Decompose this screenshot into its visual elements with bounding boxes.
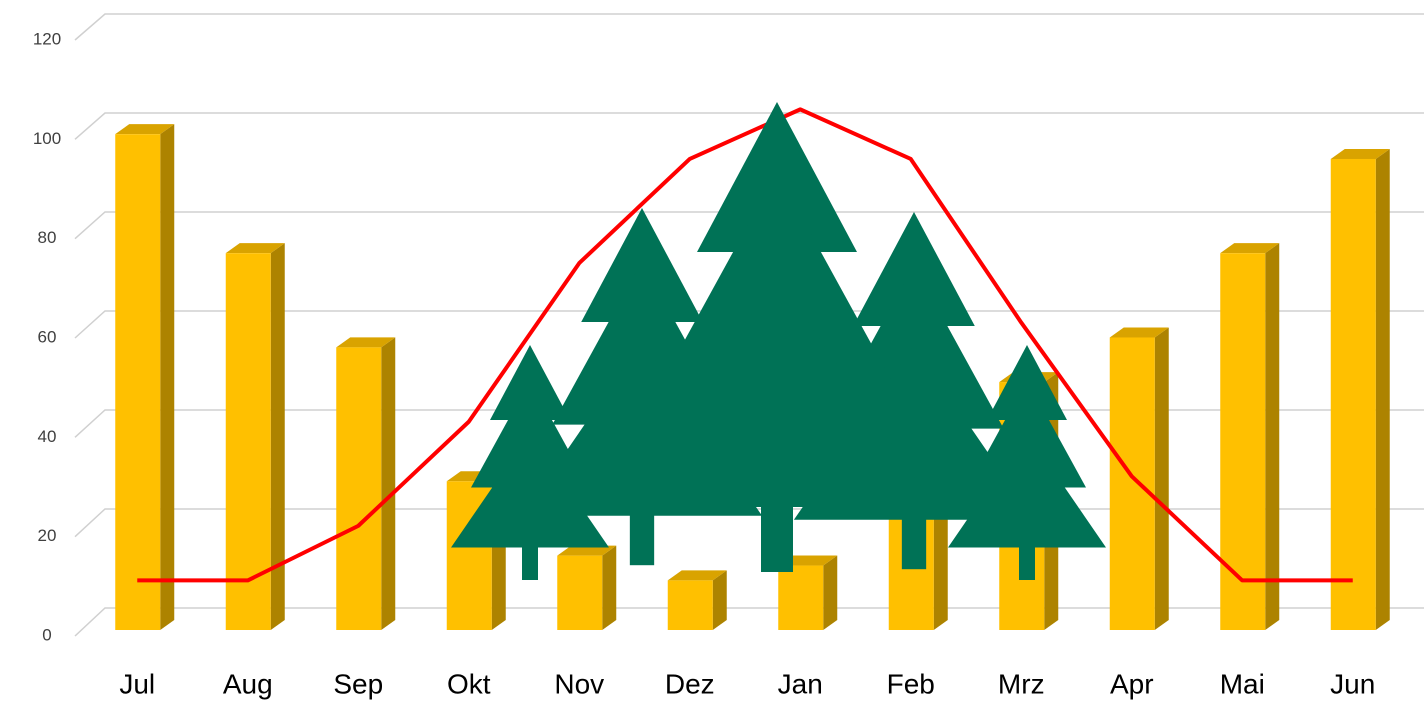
grid-line — [75, 113, 1424, 139]
bar-side — [160, 124, 174, 630]
bar-side — [381, 337, 395, 630]
y-tick-label: 40 — [38, 427, 57, 446]
bar-front — [778, 566, 823, 630]
x-tick-label: Mrz — [998, 668, 1045, 699]
bar-side — [1155, 327, 1169, 630]
x-tick-label: Mai — [1220, 668, 1265, 699]
tree-decoration — [451, 102, 1106, 580]
grid-line — [75, 14, 1424, 40]
bar-side — [602, 546, 616, 630]
bar-front — [1331, 159, 1376, 630]
x-tick-label: Jan — [778, 668, 823, 699]
x-tick-label: Apr — [1110, 668, 1154, 699]
bar — [226, 243, 285, 630]
x-tick-label: Feb — [887, 668, 935, 699]
x-tick-label: Sep — [333, 668, 383, 699]
bar-side — [271, 243, 285, 630]
bar — [668, 570, 727, 630]
bar-front — [1220, 253, 1265, 630]
bar-front — [336, 347, 381, 630]
bar-side — [1376, 149, 1390, 630]
bar-front — [668, 580, 713, 630]
y-tick-label: 20 — [38, 526, 57, 545]
bar-front — [1110, 337, 1155, 630]
bar — [336, 337, 395, 630]
bar — [1220, 243, 1279, 630]
x-tick-label: Okt — [447, 668, 491, 699]
x-tick-label: Jul — [119, 668, 155, 699]
x-tick-label: Nov — [554, 668, 604, 699]
y-tick-label: 120 — [33, 29, 61, 48]
bar — [115, 124, 174, 630]
bar-side — [1265, 243, 1279, 630]
y-tick-label: 60 — [38, 327, 57, 346]
bar-side — [713, 570, 727, 630]
bar-front — [115, 134, 160, 630]
x-tick-label: Jun — [1330, 668, 1375, 699]
bar — [1110, 327, 1169, 630]
x-tick-label: Aug — [223, 668, 273, 699]
y-tick-label: 100 — [33, 129, 61, 148]
bar-side — [823, 556, 837, 630]
y-tick-label: 80 — [38, 228, 57, 247]
x-tick-label: Dez — [665, 668, 715, 699]
bar — [1331, 149, 1390, 630]
bar — [557, 546, 616, 630]
chart: 0 20 40 60 80 100 120 Jul Aug Sep Okt Nov Dez Jan Feb M… — [0, 0, 1424, 703]
y-tick-label: 0 — [42, 625, 51, 644]
bar-front — [557, 556, 602, 630]
